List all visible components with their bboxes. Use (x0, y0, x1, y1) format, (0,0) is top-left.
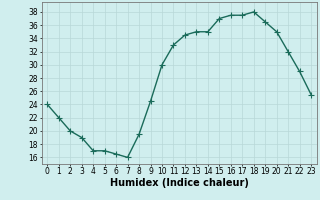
X-axis label: Humidex (Indice chaleur): Humidex (Indice chaleur) (110, 178, 249, 188)
